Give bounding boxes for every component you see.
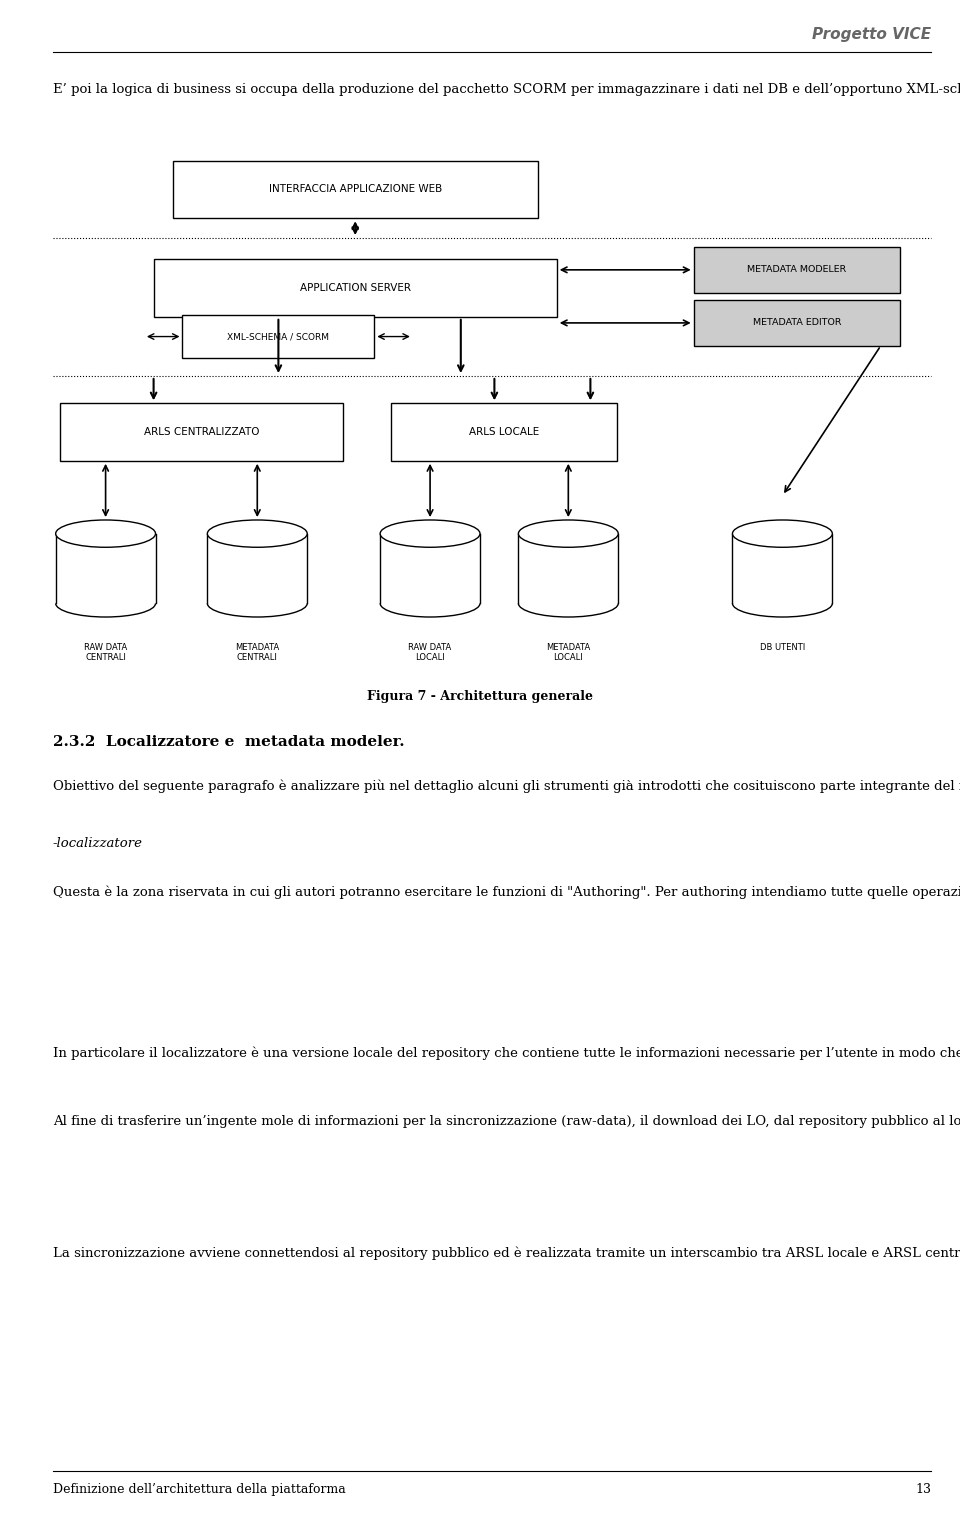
Bar [380, 534, 480, 603]
Text: -localizzatore: -localizzatore [53, 837, 143, 850]
Bar [56, 534, 156, 603]
Text: Al fine di trasferire un’ingente mole di informazioni per la sincronizzazione (r: Al fine di trasferire un’ingente mole di… [53, 1114, 960, 1128]
Text: Obiettivo del seguente paragrafo è analizzare più nel dettaglio alcuni gli strum: Obiettivo del seguente paragrafo è anali… [53, 779, 960, 793]
Text: METADATA
LOCALI: METADATA LOCALI [546, 643, 590, 662]
Bar [518, 534, 618, 603]
FancyBboxPatch shape [154, 259, 557, 317]
Text: E’ poi la logica di business si occupa della produzione del pacchetto SCORM per : E’ poi la logica di business si occupa d… [53, 83, 960, 97]
Ellipse shape [207, 520, 307, 547]
Text: ARLS LOCALE: ARLS LOCALE [468, 428, 540, 437]
FancyBboxPatch shape [693, 247, 900, 293]
Ellipse shape [380, 520, 480, 547]
Text: METADATA MODELER: METADATA MODELER [747, 265, 847, 274]
FancyBboxPatch shape [693, 300, 900, 346]
Text: METADATA EDITOR: METADATA EDITOR [753, 318, 841, 327]
Text: 13: 13 [915, 1483, 931, 1496]
Ellipse shape [56, 520, 156, 547]
Text: La sincronizzazione avviene connettendosi al repository pubblico ed è realizzata: La sincronizzazione avviene connettendos… [53, 1246, 960, 1260]
Text: Definizione dell’architettura della piattaforma: Definizione dell’architettura della piat… [53, 1483, 346, 1496]
Text: 2.3.2  Localizzatore e  metadata modeler.: 2.3.2 Localizzatore e metadata modeler. [53, 735, 404, 749]
Text: APPLICATION SERVER: APPLICATION SERVER [300, 283, 411, 293]
Text: ARLS CENTRALIZZATO: ARLS CENTRALIZZATO [144, 428, 259, 437]
FancyBboxPatch shape [182, 315, 374, 358]
Bar [732, 534, 832, 603]
FancyBboxPatch shape [60, 403, 344, 461]
Ellipse shape [518, 520, 618, 547]
Ellipse shape [732, 520, 832, 547]
Text: METADATA
CENTRALI: METADATA CENTRALI [235, 643, 279, 662]
Text: Figura 7 - Architettura generale: Figura 7 - Architettura generale [367, 690, 593, 703]
Text: INTERFACCIA APPLICAZIONE WEB: INTERFACCIA APPLICAZIONE WEB [269, 185, 442, 194]
Text: XML-SCHEMA / SCORM: XML-SCHEMA / SCORM [228, 332, 329, 341]
Text: RAW DATA
LOCALI: RAW DATA LOCALI [408, 643, 452, 662]
Text: In particolare il localizzatore è una versione locale del repository che contien: In particolare il localizzatore è una ve… [53, 1046, 960, 1060]
Text: Questa è la zona riservata in cui gli autori potranno esercitare le funzioni di : Questa è la zona riservata in cui gli au… [53, 885, 960, 899]
Bar [207, 534, 307, 603]
FancyBboxPatch shape [392, 403, 617, 461]
Text: DB UTENTI: DB UTENTI [759, 643, 805, 652]
Text: Progetto VICE: Progetto VICE [812, 27, 931, 42]
Text: RAW DATA
CENTRALI: RAW DATA CENTRALI [84, 643, 128, 662]
FancyBboxPatch shape [173, 161, 538, 218]
